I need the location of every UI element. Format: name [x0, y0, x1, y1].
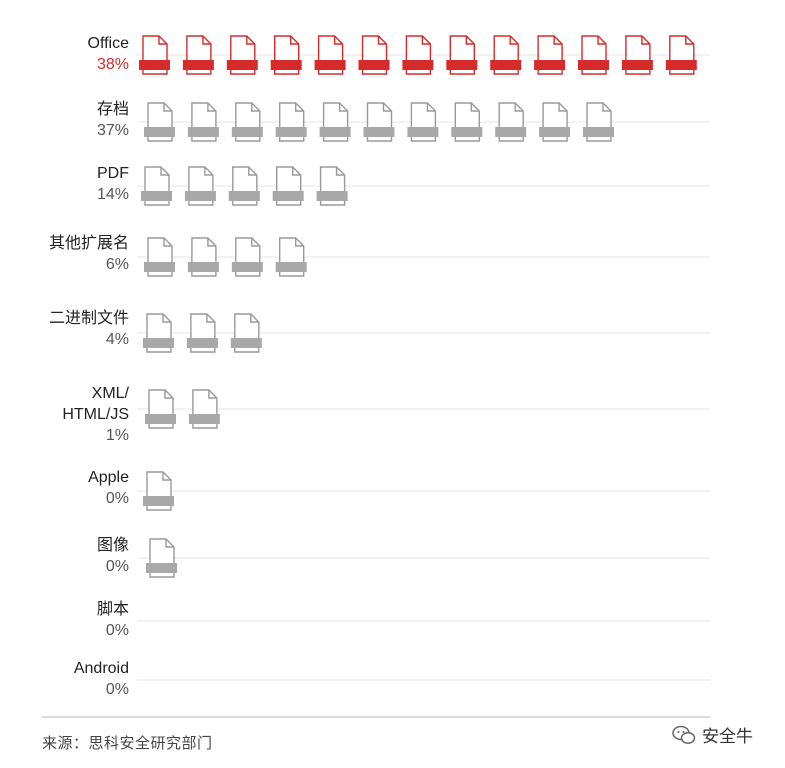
document-icon — [144, 102, 175, 142]
document-icon — [146, 538, 177, 578]
category-label: Android — [74, 660, 129, 677]
category-label: PDF — [97, 165, 129, 182]
category-row: Android 0% — [74, 660, 710, 698]
document-icon — [316, 166, 348, 206]
document-icon — [621, 35, 653, 75]
category-row: 图像 0% — [97, 536, 710, 578]
document-icon — [145, 389, 176, 429]
category-label: 二进制文件 — [49, 309, 129, 327]
category-label: 脚本 — [97, 600, 129, 618]
document-icon — [144, 237, 175, 277]
category-row: 存档 37% — [97, 100, 710, 142]
category-label: 图像 — [97, 536, 129, 554]
category-row: Apple 0% — [88, 469, 710, 511]
value-label: 1% — [106, 427, 129, 444]
category-row: 二进制文件 4% — [49, 309, 710, 353]
document-icon — [186, 313, 218, 353]
document-icon — [187, 102, 219, 142]
document-icon — [228, 166, 260, 206]
document-icon — [275, 102, 307, 142]
category-row: PDF 14% — [97, 165, 710, 206]
value-label: 38% — [97, 56, 129, 73]
category-label: Apple — [88, 469, 129, 486]
document-icon — [141, 166, 172, 206]
document-icon — [139, 35, 170, 75]
document-icon — [184, 166, 216, 206]
document-icon — [231, 237, 263, 277]
value-label: 0% — [106, 558, 129, 575]
category-row: Office 38% — [88, 35, 710, 75]
document-icon — [188, 389, 220, 429]
brand-watermark: 安全牛 — [672, 722, 753, 747]
source-note: 来源：思科安全研究部门 — [42, 735, 213, 752]
document-icon — [182, 35, 214, 75]
value-label: 0% — [106, 622, 129, 639]
document-icon — [534, 35, 566, 75]
document-icon — [446, 35, 478, 75]
document-icon — [363, 102, 395, 142]
document-icon — [539, 102, 571, 142]
document-icon — [272, 166, 304, 206]
category-label: 存档 — [97, 100, 129, 118]
value-label: 14% — [97, 186, 129, 203]
value-label: 0% — [106, 490, 129, 507]
document-icon — [275, 237, 307, 277]
wechat-icon — [672, 725, 696, 744]
category-label: Office — [88, 35, 130, 52]
document-icon — [490, 35, 522, 75]
value-label: 0% — [106, 681, 129, 698]
value-label: 6% — [106, 256, 129, 273]
document-icon — [495, 102, 527, 142]
category-label: 其他扩展名 — [49, 234, 129, 252]
document-icon — [451, 102, 483, 142]
category-label: HTML/JS — [62, 406, 129, 423]
document-icon — [231, 102, 263, 142]
document-icon — [230, 313, 262, 353]
document-icon — [319, 102, 351, 142]
document-icon — [358, 35, 390, 75]
document-icon — [143, 471, 174, 511]
document-icon — [665, 35, 697, 75]
document-icon — [270, 35, 302, 75]
category-row: 脚本 0% — [97, 600, 710, 639]
document-icon — [226, 35, 258, 75]
document-icon — [583, 102, 614, 142]
document-icon — [143, 313, 174, 353]
value-label: 37% — [97, 122, 129, 139]
category-row: XML/HTML/JS 1% — [62, 385, 710, 444]
document-icon — [578, 35, 609, 75]
document-icon — [407, 102, 439, 142]
brand-name: 安全牛 — [702, 727, 753, 746]
category-row: 其他扩展名 6% — [49, 234, 710, 277]
document-icon — [314, 35, 346, 75]
value-label: 4% — [106, 331, 129, 348]
document-icon — [402, 35, 434, 75]
document-icon — [187, 237, 219, 277]
category-label: XML/ — [92, 385, 130, 402]
